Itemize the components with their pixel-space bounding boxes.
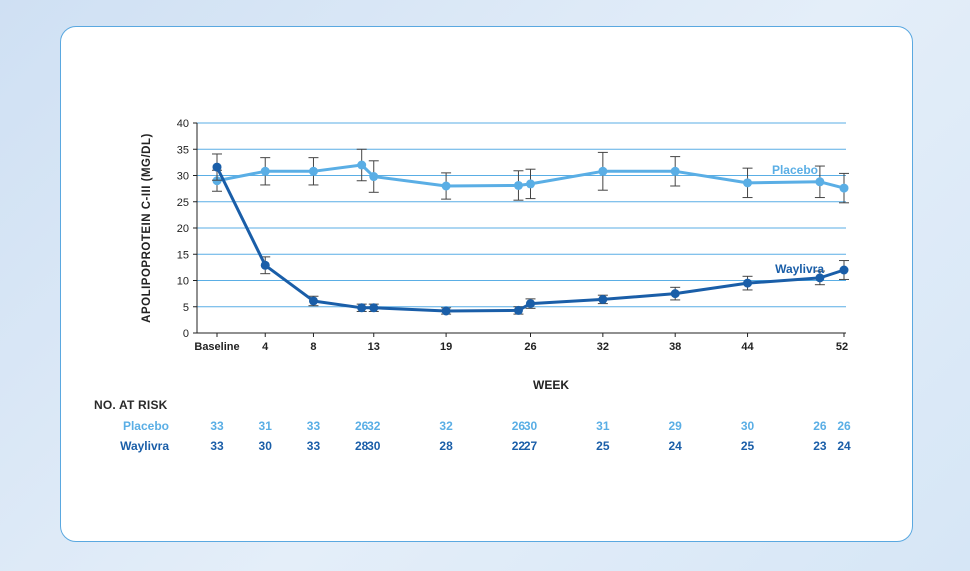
risk-value: 30 — [740, 419, 755, 433]
data-point — [357, 160, 367, 170]
series — [212, 148, 849, 316]
risk-value: 22 — [511, 439, 526, 453]
x-tick-label: 8 — [310, 341, 316, 353]
y-tick-label: 10 — [177, 276, 189, 288]
x-tick-label: 26 — [524, 341, 536, 353]
data-point — [441, 306, 451, 316]
data-point — [598, 294, 608, 304]
data-point — [308, 296, 318, 306]
x-tick-label: 4 — [262, 341, 269, 353]
risk-value: 23 — [813, 439, 827, 453]
x-tick-label: 52 — [836, 341, 848, 353]
risk-value: 27 — [523, 439, 538, 453]
y-tick-label: 35 — [177, 144, 189, 156]
data-point — [441, 181, 451, 191]
data-point — [513, 305, 523, 315]
y-tick-label: 30 — [177, 171, 189, 183]
risk-value: 24 — [668, 439, 682, 453]
x-axis-label: WEEK — [533, 378, 569, 392]
risk-value: 28 — [355, 439, 369, 453]
data-point — [260, 260, 270, 270]
risk-table-title: NO. AT RISK — [94, 398, 168, 412]
risk-value: 25 — [740, 439, 755, 453]
y-tick-label: 20 — [177, 223, 189, 235]
y-tick-label: 40 — [177, 118, 189, 130]
risk-value: 33 — [210, 419, 224, 433]
risk-value: 24 — [837, 439, 851, 453]
series-label-placebo: Placebo — [772, 163, 818, 177]
risk-value: 30 — [258, 439, 272, 453]
data-point — [839, 265, 849, 275]
y-tick-label: 25 — [177, 197, 189, 209]
data-point — [357, 303, 367, 313]
risk-value: 26 — [813, 419, 827, 433]
risk-value: 31 — [258, 419, 272, 433]
series-placebo — [212, 148, 849, 204]
data-point — [212, 176, 222, 186]
risk-value: 32 — [439, 419, 453, 433]
chart-card — [60, 26, 913, 542]
gridlines — [197, 122, 846, 308]
series-waylivra — [212, 153, 849, 316]
risk-value: 25 — [596, 439, 610, 453]
series-label-waylivra: Waylivra — [775, 262, 824, 276]
risk-value: 30 — [367, 439, 381, 453]
risk-row-label-placebo: Placebo — [122, 419, 169, 433]
risk-value: 28 — [439, 439, 453, 453]
data-point — [743, 278, 753, 288]
y-axis-label: APOLIPOPROTEIN C-III (MG/DL) — [141, 133, 153, 323]
y-tick-label: 5 — [183, 302, 189, 314]
data-point — [598, 166, 608, 176]
y-tick-label: 15 — [177, 249, 189, 261]
risk-value: 26 — [837, 419, 851, 433]
data-point — [526, 299, 535, 309]
data-point — [308, 166, 318, 176]
data-point — [526, 179, 535, 189]
risk-value: 26 — [355, 419, 369, 433]
risk-row-label-waylivra: Waylivra — [120, 439, 169, 453]
risk-value: 32 — [367, 419, 381, 433]
data-point — [260, 166, 270, 176]
data-point — [212, 162, 222, 172]
risk-value: 31 — [596, 419, 610, 433]
x-tick-label: 44 — [741, 341, 754, 353]
data-point — [839, 183, 849, 193]
data-point — [513, 180, 523, 190]
data-point — [743, 178, 753, 188]
data-point — [670, 289, 680, 299]
data-point — [815, 177, 825, 187]
risk-value: 29 — [668, 419, 682, 433]
x-tick-label: 32 — [597, 341, 609, 353]
x-tick-label: 19 — [440, 341, 452, 353]
data-point — [369, 303, 379, 313]
axes: 0 5 10 15 20 25 30 35 40 Baseline 4 8 13 19 26 32 38 44 52 — [177, 118, 848, 353]
risk-value: 33 — [306, 419, 321, 433]
risk-value: 33 — [210, 439, 224, 453]
data-point — [815, 273, 825, 283]
x-tick-label: 38 — [669, 341, 681, 353]
x-tick-label: Baseline — [194, 341, 239, 353]
data-point — [670, 166, 680, 176]
risk-value: 33 — [306, 439, 321, 453]
y-tick-label: 0 — [183, 328, 189, 340]
x-tick-label: 13 — [368, 341, 380, 353]
data-point — [369, 172, 379, 182]
risk-value: 30 — [523, 419, 538, 433]
risk-value: 26 — [511, 419, 526, 433]
